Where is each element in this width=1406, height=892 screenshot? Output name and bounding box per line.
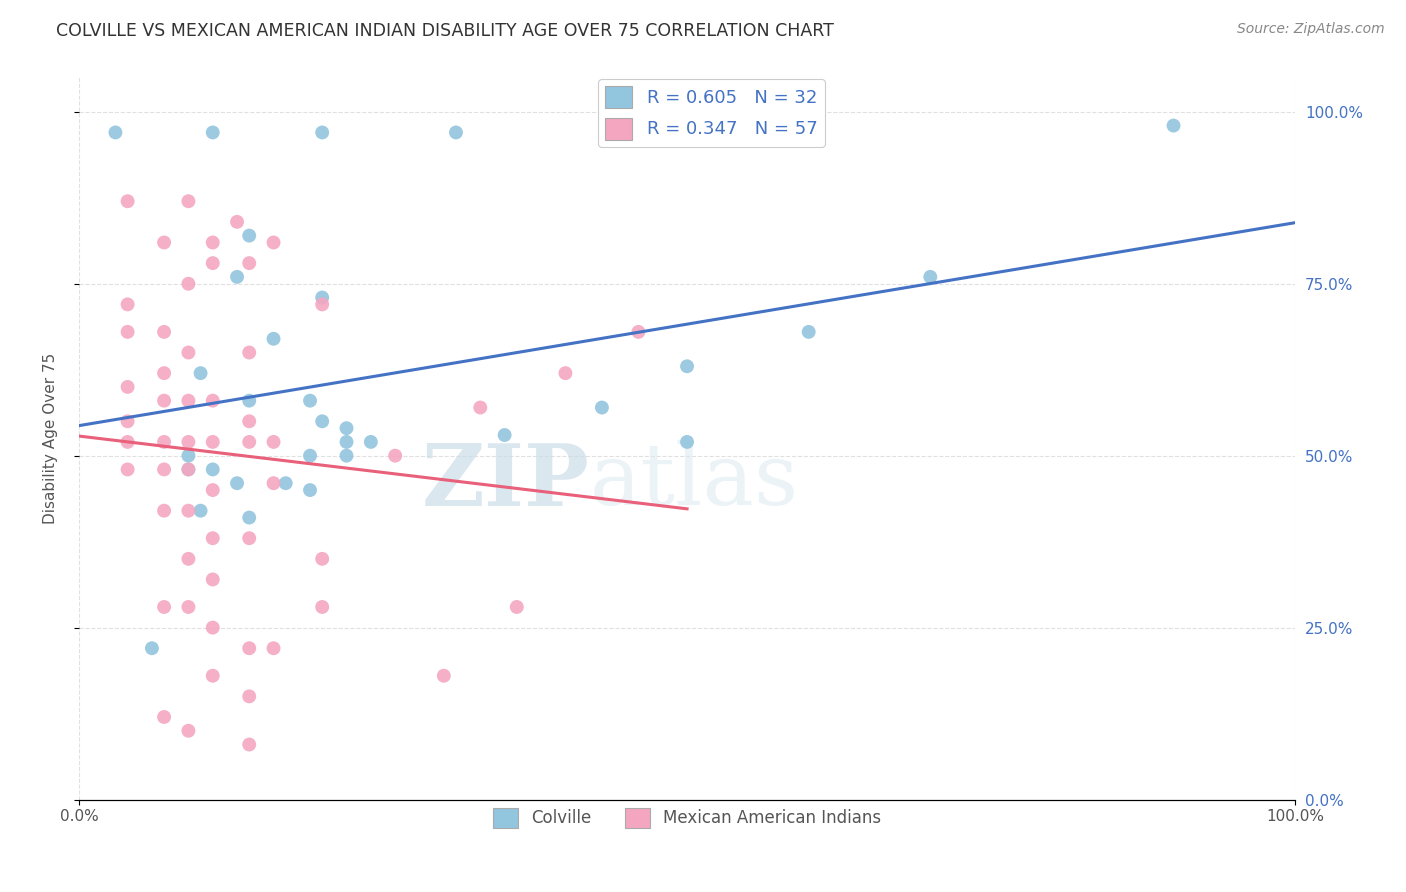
Point	[153, 710, 176, 724]
Point	[263, 235, 285, 250]
Point	[177, 345, 200, 359]
Point	[117, 414, 139, 428]
Point	[117, 462, 139, 476]
Point	[238, 228, 260, 243]
Point	[153, 599, 176, 614]
Point	[177, 462, 200, 476]
Point	[201, 462, 224, 476]
Point	[311, 414, 333, 428]
Point	[117, 297, 139, 311]
Point	[311, 125, 333, 139]
Point	[201, 235, 224, 250]
Point	[141, 641, 163, 656]
Point	[311, 599, 333, 614]
Point	[153, 462, 176, 476]
Point	[201, 256, 224, 270]
Point	[238, 510, 260, 524]
Point	[177, 277, 200, 291]
Point	[676, 434, 699, 449]
Point	[238, 414, 260, 428]
Point	[554, 366, 576, 380]
Point	[238, 345, 260, 359]
Point	[153, 235, 176, 250]
Point	[153, 434, 176, 449]
Point	[311, 291, 333, 305]
Legend: Colville, Mexican American Indians: Colville, Mexican American Indians	[486, 801, 889, 835]
Text: ZIP: ZIP	[422, 440, 589, 524]
Point	[201, 393, 224, 408]
Point	[104, 125, 127, 139]
Point	[299, 483, 322, 497]
Point	[153, 504, 176, 518]
Point	[177, 449, 200, 463]
Point	[238, 641, 260, 656]
Point	[238, 690, 260, 704]
Point	[226, 269, 249, 284]
Point	[201, 434, 224, 449]
Point	[311, 297, 333, 311]
Point	[153, 325, 176, 339]
Point	[238, 256, 260, 270]
Point	[676, 359, 699, 374]
Point	[190, 366, 212, 380]
Point	[506, 599, 529, 614]
Point	[384, 449, 406, 463]
Point	[201, 531, 224, 545]
Y-axis label: Disability Age Over 75: Disability Age Over 75	[44, 353, 58, 524]
Point	[263, 332, 285, 346]
Point	[299, 449, 322, 463]
Text: Source: ZipAtlas.com: Source: ZipAtlas.com	[1237, 22, 1385, 37]
Point	[238, 393, 260, 408]
Point	[263, 641, 285, 656]
Point	[177, 393, 200, 408]
Point	[335, 434, 357, 449]
Point	[190, 504, 212, 518]
Point	[117, 434, 139, 449]
Point	[797, 325, 820, 339]
Point	[201, 669, 224, 683]
Point	[117, 325, 139, 339]
Point	[226, 476, 249, 491]
Point	[1163, 119, 1185, 133]
Point	[117, 194, 139, 209]
Point	[494, 428, 516, 442]
Point	[177, 551, 200, 566]
Point	[177, 434, 200, 449]
Point	[153, 366, 176, 380]
Point	[226, 215, 249, 229]
Point	[153, 393, 176, 408]
Text: atlas: atlas	[589, 441, 799, 524]
Point	[177, 599, 200, 614]
Point	[177, 462, 200, 476]
Point	[201, 573, 224, 587]
Point	[274, 476, 297, 491]
Text: COLVILLE VS MEXICAN AMERICAN INDIAN DISABILITY AGE OVER 75 CORRELATION CHART: COLVILLE VS MEXICAN AMERICAN INDIAN DISA…	[56, 22, 834, 40]
Point	[238, 434, 260, 449]
Point	[177, 504, 200, 518]
Point	[238, 738, 260, 752]
Point	[470, 401, 492, 415]
Point	[201, 483, 224, 497]
Point	[263, 476, 285, 491]
Point	[335, 421, 357, 435]
Point	[117, 380, 139, 394]
Point	[591, 401, 613, 415]
Point	[238, 531, 260, 545]
Point	[433, 669, 456, 683]
Point	[263, 434, 285, 449]
Point	[360, 434, 382, 449]
Point	[177, 194, 200, 209]
Point	[311, 551, 333, 566]
Point	[335, 449, 357, 463]
Point	[299, 393, 322, 408]
Point	[920, 269, 942, 284]
Point	[444, 125, 467, 139]
Point	[177, 723, 200, 738]
Point	[201, 621, 224, 635]
Point	[627, 325, 650, 339]
Point	[201, 125, 224, 139]
